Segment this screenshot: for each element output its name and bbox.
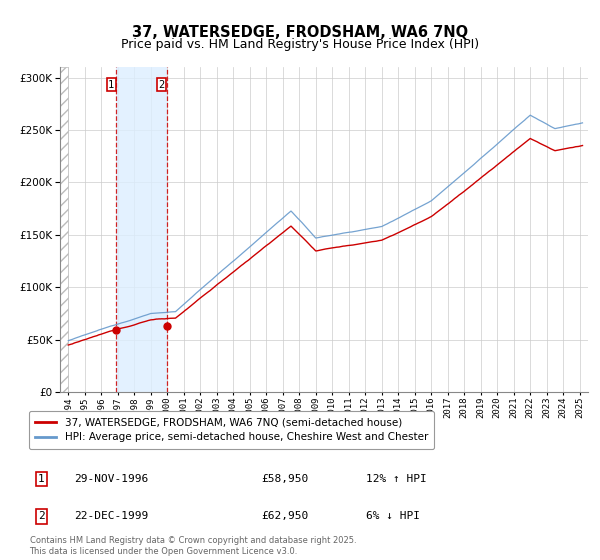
- Legend: 37, WATERSEDGE, FRODSHAM, WA6 7NQ (semi-detached house), HPI: Average price, sem: 37, WATERSEDGE, FRODSHAM, WA6 7NQ (semi-…: [29, 411, 434, 449]
- Text: 2: 2: [158, 80, 165, 90]
- Bar: [60, 67, 68, 392]
- Text: £58,950: £58,950: [262, 474, 308, 484]
- Text: 2: 2: [38, 511, 44, 521]
- Text: £62,950: £62,950: [262, 511, 308, 521]
- Text: 22-DEC-1999: 22-DEC-1999: [74, 511, 148, 521]
- Text: Contains HM Land Registry data © Crown copyright and database right 2025.
This d: Contains HM Land Registry data © Crown c…: [29, 536, 356, 556]
- Text: 12% ↑ HPI: 12% ↑ HPI: [366, 474, 427, 484]
- Text: 1: 1: [108, 80, 115, 90]
- Bar: [116, 67, 167, 392]
- Text: 29-NOV-1996: 29-NOV-1996: [74, 474, 148, 484]
- Text: 37, WATERSEDGE, FRODSHAM, WA6 7NQ: 37, WATERSEDGE, FRODSHAM, WA6 7NQ: [132, 25, 468, 40]
- Text: 1: 1: [38, 474, 44, 484]
- Text: 6% ↓ HPI: 6% ↓ HPI: [366, 511, 420, 521]
- Text: Price paid vs. HM Land Registry's House Price Index (HPI): Price paid vs. HM Land Registry's House …: [121, 38, 479, 51]
